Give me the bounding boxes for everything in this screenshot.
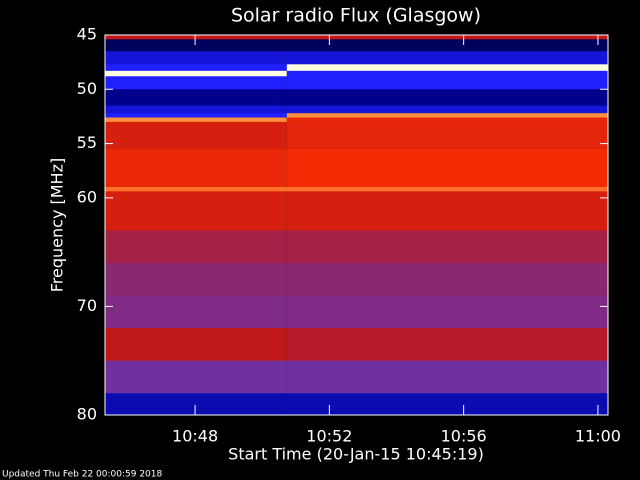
y-tick-label: 45 (77, 25, 97, 44)
cell (286, 121, 608, 150)
x-tick-label: 10:56 (441, 427, 487, 446)
cell (286, 328, 608, 362)
cell (105, 230, 287, 264)
y-tick-label: 60 (77, 187, 97, 206)
cell (105, 105, 287, 114)
cell (105, 117, 287, 123)
cell (286, 149, 608, 188)
chart-title: Solar radio Flux (Glasgow) (231, 5, 481, 27)
cell (105, 39, 287, 52)
x-tick-label: 11:00 (575, 427, 621, 446)
cell (286, 393, 608, 416)
spectrogram-cells (105, 35, 608, 416)
cell (105, 393, 287, 416)
cell (105, 121, 287, 150)
cell (286, 64, 608, 72)
y-tick-label: 80 (77, 405, 97, 424)
cell (105, 149, 287, 188)
footer: Updated Thu Feb 22 00:00:59 2018 (2, 470, 163, 480)
cell (286, 187, 608, 192)
cell (286, 295, 608, 329)
cell (286, 89, 608, 106)
cell (105, 295, 287, 329)
cell (286, 360, 608, 394)
y-tick-label: 70 (77, 296, 97, 315)
cell (286, 70, 608, 77)
cell (286, 117, 608, 123)
cell (105, 35, 287, 40)
cell (105, 360, 287, 394)
cell (105, 187, 287, 192)
x-tick-label: 10:48 (172, 427, 218, 446)
cell (286, 113, 608, 118)
cell (105, 51, 287, 65)
cell (105, 263, 287, 296)
cell (105, 89, 287, 106)
cell (105, 70, 287, 77)
cell (286, 51, 608, 65)
cell (286, 39, 608, 52)
cell (105, 113, 287, 118)
cell (286, 35, 608, 40)
cell (105, 191, 287, 231)
cell (105, 76, 287, 90)
y-axis-label: Frequency [MHz] (48, 158, 67, 292)
x-axis-label: Start Time (20-Jan-15 10:45:19) (228, 445, 484, 464)
y-tick-label: 50 (77, 79, 97, 98)
cell (286, 105, 608, 114)
cell (286, 76, 608, 90)
cell (286, 230, 608, 264)
cell (286, 263, 608, 296)
x-tick-label: 10:52 (306, 427, 352, 446)
y-tick-label: 55 (77, 133, 97, 152)
plot-frame (104, 34, 609, 416)
cell (286, 191, 608, 231)
cell (105, 328, 287, 362)
cell (105, 64, 287, 72)
